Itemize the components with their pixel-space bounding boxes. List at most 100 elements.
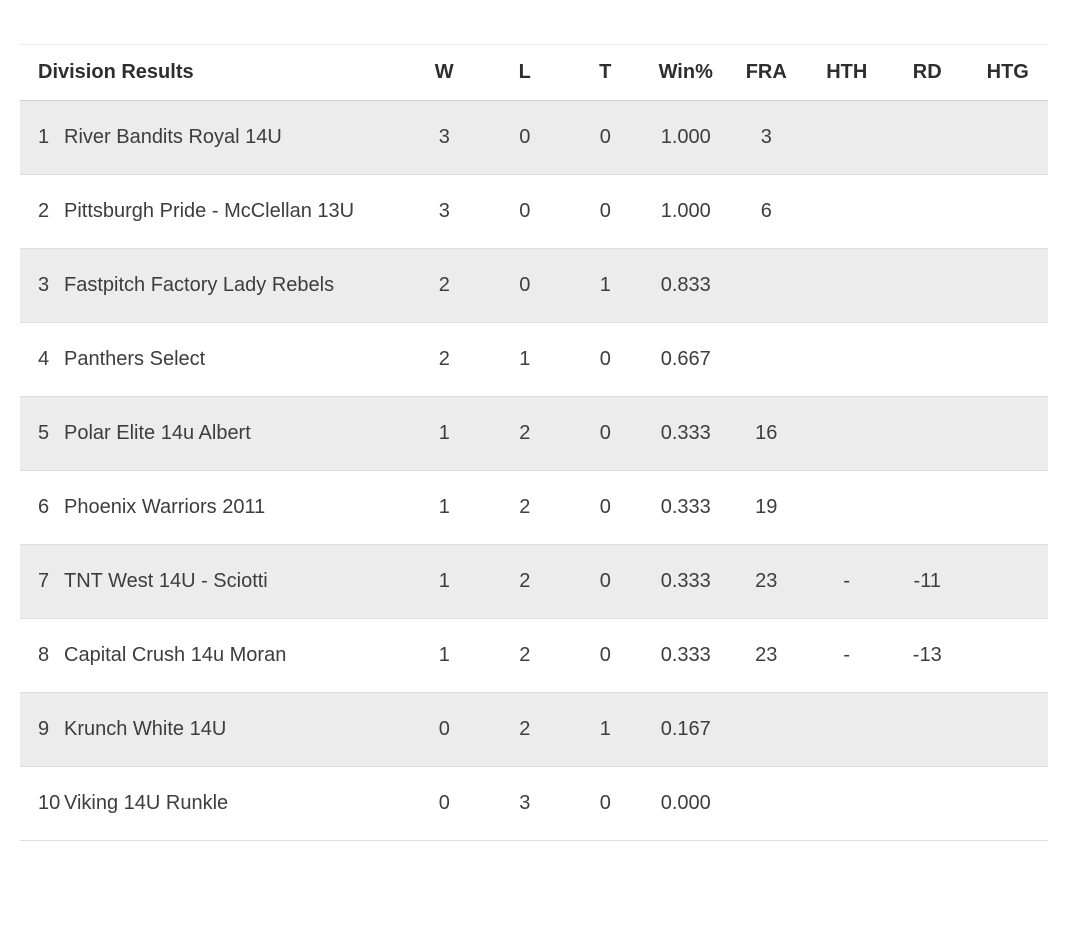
col-header-l: L [518,61,531,83]
l-cell: 0 [519,200,531,222]
l-cell: 3 [519,792,531,814]
col-header-htg: HTG [986,61,1029,83]
hth-cell [807,397,888,439]
rd-cell [887,471,968,513]
rd-cell: -11 [913,570,941,592]
l-cell: 1 [519,348,531,370]
col-header-rd: RD [912,61,942,83]
t-cell: 1 [599,718,611,740]
table-row: 4 Panthers Select 2 1 0 0.667 [20,323,1048,397]
winpct-cell: 0.333 [660,570,711,592]
winpct-cell: 0.000 [660,792,711,814]
fra-cell [726,767,807,809]
rd-cell [887,323,968,365]
table-row: 6 Phoenix Warriors 2011 1 2 0 0.333 19 [20,471,1048,545]
winpct-cell: 0.167 [660,718,711,740]
hth-cell [807,471,888,513]
table-header-row: Division Results W L T Win% FRA HTH RD H… [20,44,1048,101]
fra-cell [726,323,807,365]
rank-cell: 4 [38,348,50,370]
hth-cell [807,175,888,217]
t-cell: 0 [599,496,611,518]
rank-cell: 5 [38,422,50,444]
rank-cell: 1 [38,126,50,148]
rd-cell [887,249,968,291]
rank-cell: 3 [38,274,50,296]
l-cell: 2 [519,422,531,444]
col-header-fra: FRA [745,61,787,83]
table-row: 2 Pittsburgh Pride - McClellan 13U 3 0 0… [20,175,1048,249]
team-cell: Fastpitch Factory Lady Rebels [64,274,335,296]
t-cell: 0 [599,422,611,444]
table-title: Division Results [38,61,194,83]
t-cell: 0 [599,792,611,814]
l-cell: 2 [519,644,531,666]
table-row: 8 Capital Crush 14u Moran 1 2 0 0.333 23… [20,619,1048,693]
col-header-w: W [434,61,454,83]
table-row: 9 Krunch White 14U 0 2 1 0.167 [20,693,1048,767]
winpct-cell: 0.333 [660,496,711,518]
fra-cell: 23 [755,570,778,592]
htg-cell [968,767,1049,809]
winpct-cell: 0.833 [660,274,711,296]
rd-cell [887,767,968,809]
table-row: 3 Fastpitch Factory Lady Rebels 2 0 1 0.… [20,249,1048,323]
winpct-cell: 0.333 [660,644,711,666]
winpct-cell: 1.000 [660,200,711,222]
team-cell: Phoenix Warriors 2011 [64,496,266,518]
rank-cell: 9 [38,718,50,740]
winpct-cell: 1.000 [660,126,711,148]
htg-cell [968,545,1049,587]
fra-cell: 23 [755,644,778,666]
rank-cell: 6 [38,496,50,518]
fra-cell: 3 [760,126,772,148]
rd-cell [887,175,968,217]
team-cell: Viking 14U Runkle [64,792,229,814]
standings-table: Division Results W L T Win% FRA HTH RD H… [20,0,1048,841]
fra-cell [726,249,807,291]
rd-cell [887,397,968,439]
w-cell: 3 [438,126,450,148]
col-header-hth: HTH [826,61,868,83]
team-cell: River Bandits Royal 14U [64,126,282,148]
team-cell: Panthers Select [64,348,206,370]
t-cell: 0 [599,570,611,592]
hth-cell: - [843,570,851,592]
w-cell: 2 [438,274,450,296]
w-cell: 1 [438,570,450,592]
fra-cell: 19 [755,496,778,518]
l-cell: 2 [519,570,531,592]
htg-cell [968,619,1049,661]
fra-cell: 16 [755,422,778,444]
rd-cell [887,101,968,143]
table-row: 1 River Bandits Royal 14U 3 0 0 1.000 3 [20,101,1048,175]
hth-cell [807,101,888,143]
t-cell: 0 [599,200,611,222]
team-cell: Krunch White 14U [64,718,227,740]
team-cell: TNT West 14U - Sciotti [64,570,268,592]
hth-cell [807,767,888,809]
rank-cell: 8 [38,644,50,666]
fra-cell: 6 [760,200,772,222]
htg-cell [968,693,1049,735]
w-cell: 1 [438,496,450,518]
w-cell: 0 [438,718,450,740]
fra-cell [726,693,807,735]
w-cell: 1 [438,422,450,444]
htg-cell [968,101,1049,143]
col-header-t: T [599,61,612,83]
w-cell: 3 [438,200,450,222]
t-cell: 0 [599,126,611,148]
w-cell: 1 [438,644,450,666]
htg-cell [968,323,1049,365]
table-row: 10 Viking 14U Runkle 0 3 0 0.000 [20,767,1048,841]
winpct-cell: 0.667 [660,348,711,370]
t-cell: 1 [599,274,611,296]
l-cell: 2 [519,496,531,518]
team-cell: Pittsburgh Pride - McClellan 13U [64,200,355,222]
w-cell: 0 [438,792,450,814]
hth-cell [807,323,888,365]
col-header-winpct: Win% [658,61,713,83]
rank-cell: 2 [38,200,50,222]
